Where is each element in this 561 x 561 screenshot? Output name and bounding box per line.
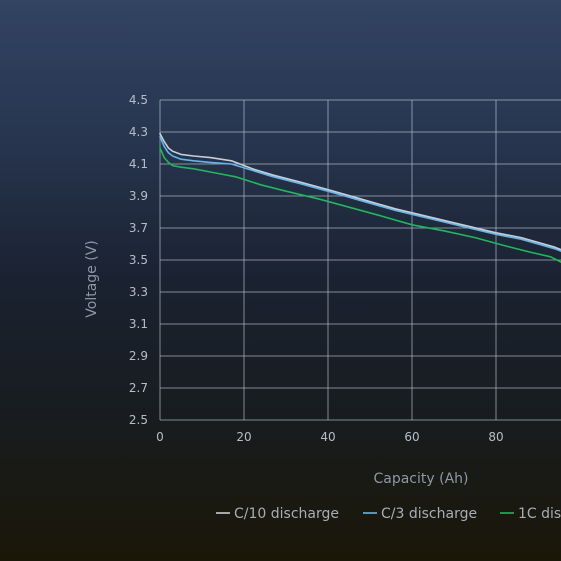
legend-label: C/3 discharge — [381, 506, 477, 522]
y-tick-label: 2.9 — [129, 349, 148, 363]
y-tick-label: 2.5 — [129, 413, 148, 427]
x-tick-label: 80 — [488, 430, 503, 444]
legend-label: C/10 discharge — [234, 506, 339, 522]
x-tick-label: 40 — [320, 430, 335, 444]
y-tick-label: 4.3 — [129, 125, 148, 139]
y-tick-label: 3.3 — [129, 285, 148, 299]
y-tick-label: 3.5 — [129, 253, 148, 267]
y-tick-label: 4.5 — [129, 93, 148, 107]
y-tick-label: 3.7 — [129, 221, 148, 235]
grid — [159, 99, 561, 421]
y-tick-label: 4.1 — [129, 157, 148, 171]
y-axis-title: Voltage (V) — [84, 240, 100, 317]
series-line-1c-discharge — [159, 147, 561, 263]
x-tick-label: 0 — [156, 430, 164, 444]
series-line-c-10-discharge — [159, 132, 561, 251]
tick-labels: 4.5 4.3 4.1 3.9 3.7 3.5 3.3 3.1 2.9 2.7 2.5 0 20 40 60… — [129, 93, 504, 444]
y-tick-label: 3.9 — [129, 189, 148, 203]
series-lines — [159, 132, 561, 263]
y-tick-label: 2.7 — [129, 381, 148, 395]
x-tick-label: 20 — [236, 430, 251, 444]
x-tick-label: 60 — [404, 430, 419, 444]
x-axis-title: Capacity (Ah) — [373, 471, 468, 487]
y-tick-label: 3.1 — [129, 317, 148, 331]
legend: C/10 discharge C/3 discharge 1C discharge — [216, 506, 561, 522]
legend-label: 1C discharge — [518, 506, 561, 522]
series-line-c-3-discharge — [159, 136, 561, 253]
